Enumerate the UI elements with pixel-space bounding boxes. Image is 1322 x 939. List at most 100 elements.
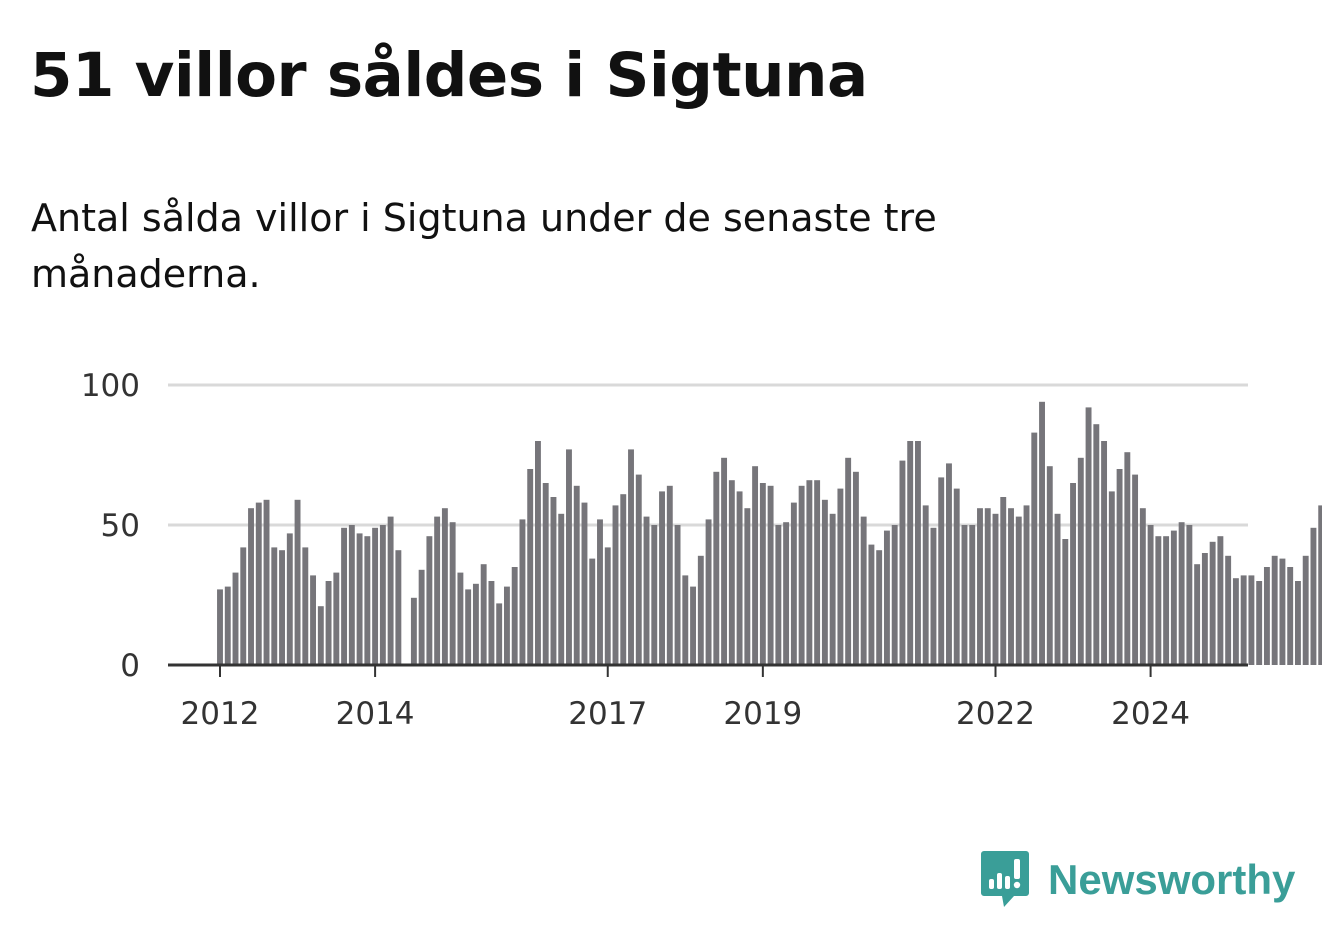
bar (426, 536, 433, 665)
bar (860, 516, 867, 665)
bar (969, 525, 976, 665)
bar (1263, 567, 1270, 665)
bar (1031, 432, 1038, 665)
bar (1070, 483, 1076, 665)
bar (1271, 555, 1278, 665)
bar (325, 581, 332, 665)
bar (845, 457, 852, 665)
bar (496, 603, 503, 665)
bar (1310, 527, 1317, 665)
bar (814, 480, 821, 665)
bar (271, 547, 278, 665)
bar (441, 508, 448, 665)
bar (503, 586, 510, 665)
bar (628, 449, 634, 665)
bar (798, 485, 805, 665)
bar (1139, 508, 1146, 665)
bar (248, 508, 254, 665)
x-tick-label-2019: 2019 (723, 696, 802, 732)
bar (697, 555, 704, 665)
bar (721, 457, 728, 665)
bar (984, 508, 991, 665)
bar (759, 483, 766, 665)
bar (1101, 441, 1108, 665)
bar (1108, 491, 1115, 665)
y-tick-label-50: 50 (101, 508, 140, 544)
bar (286, 533, 293, 665)
bar (992, 513, 999, 665)
bar (1054, 513, 1061, 665)
bar (659, 491, 665, 665)
bar (643, 516, 650, 665)
bar (1062, 539, 1069, 665)
bar (674, 525, 681, 665)
bar (1077, 457, 1084, 665)
y-tick-label-0: 0 (120, 648, 140, 684)
bar (302, 547, 309, 665)
bar (348, 525, 355, 665)
bar (682, 575, 689, 665)
bar (364, 536, 371, 665)
bar (752, 466, 759, 665)
bar (395, 550, 402, 665)
bar (883, 530, 890, 665)
bar (635, 474, 642, 665)
bar (1201, 553, 1208, 665)
bar (379, 525, 386, 665)
bar (1240, 575, 1247, 665)
bar (1008, 508, 1014, 665)
bar (519, 519, 526, 665)
bar (1000, 497, 1007, 665)
bar (1163, 536, 1170, 665)
bar (829, 513, 836, 665)
bar (542, 483, 549, 665)
x-tick-label-2012: 2012 (181, 696, 260, 732)
page-title: 51 villor såldes i Sigtuna (30, 40, 868, 111)
bar (604, 547, 611, 665)
bar (852, 471, 859, 665)
bar (1209, 541, 1216, 665)
bar (387, 516, 394, 665)
bar (1279, 558, 1286, 665)
bar (612, 505, 619, 665)
bar (310, 575, 317, 665)
bar (566, 449, 572, 665)
bar (744, 508, 751, 665)
bar (1178, 522, 1185, 665)
bar (620, 494, 627, 665)
bar (806, 480, 813, 665)
bar (317, 606, 324, 665)
bar (1039, 401, 1045, 665)
bar (410, 597, 417, 665)
newsworthy-logo: Newsworthy (980, 848, 1295, 912)
bar (434, 516, 441, 665)
bar (535, 441, 541, 665)
bar (1147, 525, 1154, 665)
bar (915, 441, 921, 665)
bar (651, 525, 658, 665)
bar (1132, 474, 1139, 665)
bar (946, 463, 952, 665)
bar (480, 564, 487, 665)
bar (279, 550, 285, 665)
bar (1194, 564, 1201, 665)
bar (356, 533, 363, 665)
bar (666, 485, 673, 665)
bar (1015, 516, 1022, 665)
x-tick-label-2014: 2014 (336, 696, 415, 732)
bar (891, 525, 898, 665)
bar (341, 527, 348, 665)
bar (1294, 581, 1301, 665)
bar (930, 527, 937, 665)
bar (961, 525, 968, 665)
bar (263, 499, 270, 665)
brand-name: Newsworthy (1048, 856, 1296, 903)
bar (558, 513, 565, 665)
bar (922, 505, 929, 665)
y-tick-label-100: 100 (81, 368, 140, 404)
bar (217, 589, 223, 665)
bar (240, 547, 247, 665)
bar (876, 550, 883, 665)
bar (1318, 505, 1322, 665)
bar (294, 499, 301, 665)
